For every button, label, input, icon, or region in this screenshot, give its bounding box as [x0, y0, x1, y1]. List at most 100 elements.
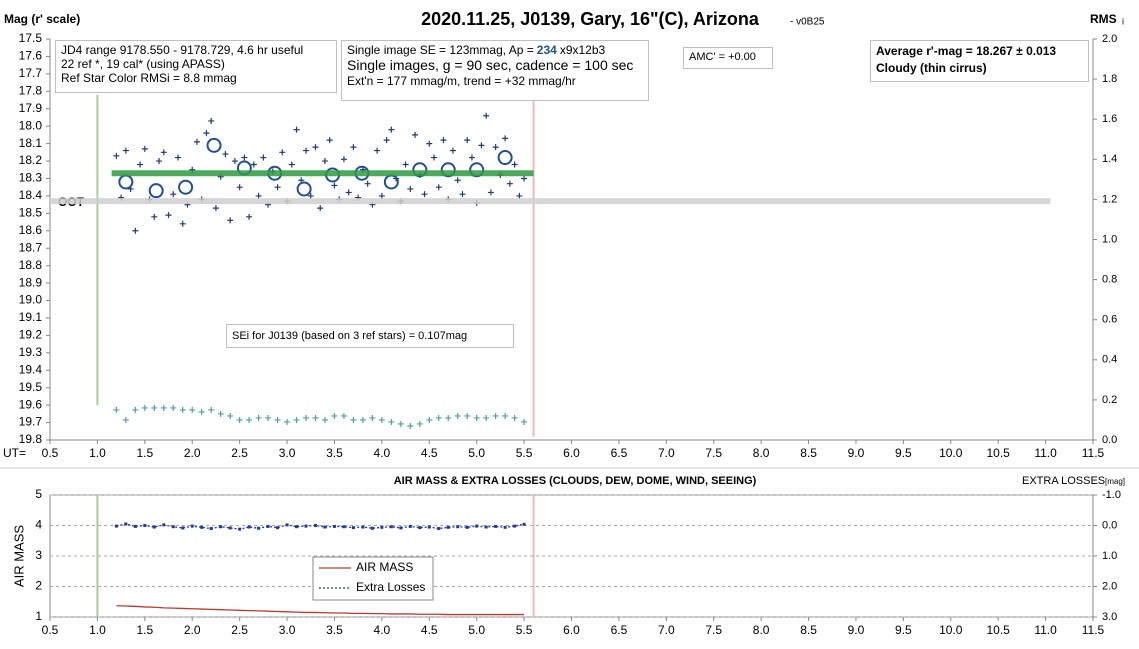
annotation: JD4 range 9178.550 - 9178.729, 4.6 hr us… [61, 43, 304, 57]
data-point [246, 213, 253, 220]
average-point [412, 162, 428, 178]
x-tick-label: 6.0 [563, 623, 580, 637]
data-point [464, 412, 471, 419]
data-point [388, 126, 395, 133]
y2-tick-label: 1.4 [1102, 153, 1117, 165]
y-tick-label: 1 [35, 609, 42, 623]
x-tick-label: 10.0 [939, 446, 963, 460]
y2-tick-label: 3.0 [1102, 611, 1117, 623]
y2-axis-label-sub: [mag] [1105, 477, 1125, 486]
x-tick-label: 5.0 [468, 446, 485, 460]
data-point [250, 161, 257, 168]
y-tick-label: 18.7 [19, 240, 43, 254]
legend-label: AIR MASS [356, 560, 413, 574]
data-point [483, 414, 490, 421]
info-box: SEi for J0139 (based on 3 ref stars) = 0… [226, 324, 514, 348]
data-point [435, 414, 442, 421]
y-tick-label: 18.3 [19, 171, 43, 185]
x-tick-label: 5.5 [516, 446, 533, 460]
y-tick-label: 19.7 [19, 415, 43, 429]
y-tick-label: 19.5 [19, 380, 43, 394]
data-point [122, 416, 129, 423]
x-tick-label: 2.0 [184, 623, 201, 637]
y-tick-label: 19.4 [19, 362, 43, 376]
y-tick-label: 19.6 [19, 397, 43, 411]
y-tick-label: 18.4 [19, 188, 43, 202]
x-tick-label: 11.5 [1082, 623, 1105, 637]
data-point [340, 156, 347, 163]
legend-label: Extra Losses [356, 580, 425, 594]
y-tick-label: 17.9 [19, 101, 43, 115]
data-point [506, 180, 513, 187]
data-point [208, 406, 215, 413]
data-point [388, 418, 395, 425]
data-point [331, 182, 338, 189]
data-point [231, 158, 238, 165]
data-point [137, 161, 144, 168]
y-tick-label: 18.1 [19, 136, 43, 150]
x-tick-label: 11.0 [1034, 446, 1057, 460]
average-point [440, 162, 456, 178]
data-point [156, 158, 163, 165]
data-point [492, 144, 499, 151]
data-point [255, 414, 262, 421]
y2-tick-label: 1.0 [1102, 233, 1117, 245]
y-tick-label: 18.0 [19, 118, 43, 132]
data-point [440, 137, 447, 144]
x-tick-label: 5.5 [516, 623, 533, 637]
annotation: SEi for J0139 (based on 3 ref stars) = 0… [232, 330, 468, 342]
data-point [151, 404, 158, 411]
data-point [487, 189, 494, 196]
data-point [122, 147, 129, 154]
data-point [364, 180, 371, 187]
info-box: AMC' = +0.00 [683, 47, 773, 69]
data-point [208, 117, 215, 124]
average-point [296, 181, 312, 197]
data-line [116, 605, 525, 616]
y-tick-label: 19.3 [19, 345, 43, 359]
data-line [114, 522, 526, 531]
data-point [502, 135, 509, 142]
x-tick-label: 8.5 [800, 446, 817, 460]
data-point [198, 408, 205, 415]
annotation: Single image SE = 123mmag, Ap = [347, 43, 534, 57]
x-tick-label: 4.0 [374, 446, 391, 460]
chart-title: 2020.11.25, J0139, Gary, 16"(C), Arizona [421, 9, 760, 29]
data-point [170, 191, 177, 198]
y2-tick-label: 0.0 [1102, 434, 1117, 446]
y2-tick-label: -1.0 [1102, 489, 1121, 501]
x-tick-label: 11.0 [1034, 623, 1057, 637]
average-point [383, 174, 399, 190]
data-point [222, 151, 229, 158]
data-point [454, 177, 461, 184]
x-tick-label: 10.5 [987, 446, 1011, 460]
y-tick-label: 2 [35, 579, 42, 593]
data-point [236, 416, 243, 423]
x-tick-label: 2.5 [231, 446, 248, 460]
average-point [118, 174, 134, 190]
x-tick-label: 0.5 [42, 623, 59, 637]
x-tick-label: 1.0 [89, 623, 106, 637]
data-point [431, 154, 438, 161]
data-point [492, 412, 499, 419]
x-tick-label: 9.5 [895, 446, 912, 460]
data-point [473, 414, 480, 421]
x-tick-label: 3.5 [326, 623, 343, 637]
y-tick-label: 18.2 [19, 153, 43, 167]
y-tick-label: 19.0 [19, 293, 43, 307]
y2-tick-label: 1.2 [1102, 193, 1117, 205]
y2-axis-label-sub: i [1122, 16, 1124, 26]
info-box: JD4 range 9178.550 - 9178.729, 4.6 hr us… [55, 40, 337, 93]
x-tick-label: 9.5 [895, 623, 912, 637]
data-point [511, 161, 518, 168]
x-tick-label: 0.5 [42, 446, 59, 460]
y-tick-label: 18.9 [19, 275, 43, 289]
data-point [260, 154, 267, 161]
y-tick-label: 19.8 [19, 432, 43, 446]
y2-tick-label: 1.6 [1102, 113, 1117, 125]
y2-tick-label: 1.8 [1102, 73, 1117, 85]
data-point [340, 412, 347, 419]
data-point [502, 412, 509, 419]
average-point [206, 137, 222, 153]
average-point [178, 179, 194, 195]
